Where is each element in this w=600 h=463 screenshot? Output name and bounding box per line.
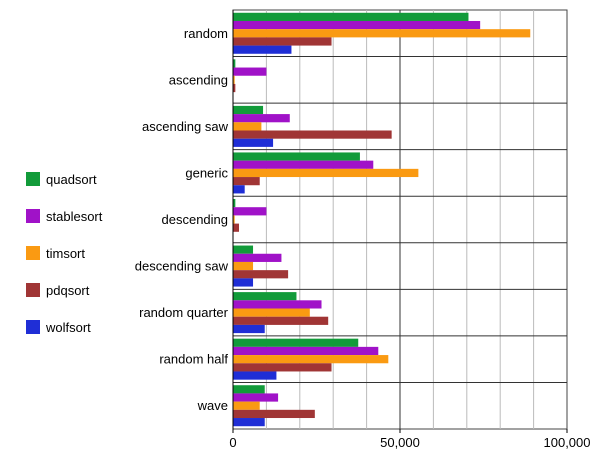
bar-timsort-random-quarter	[233, 308, 310, 317]
legend-label-wolfsort: wolfsort	[45, 320, 91, 335]
category-label-random-quarter: random quarter	[139, 305, 229, 320]
category-labels: random ascending ascending saw generic desce…	[135, 26, 229, 413]
category-label-ascending: ascending	[169, 72, 228, 87]
legend-label-pdqsort: pdqsort	[46, 283, 90, 298]
bar-stablesort-random-half	[233, 346, 379, 356]
bar-pdqsort-generic	[233, 177, 260, 186]
bar-quadsort-ascending	[233, 59, 236, 68]
bar-pdqsort-random	[233, 37, 332, 46]
legend: quadsort stablesort timsort pdqsort wolfsort	[26, 172, 103, 335]
category-label-wave: wave	[197, 398, 228, 413]
bar-wolfsort-generic	[233, 185, 245, 194]
legend-swatch-stablesort	[26, 209, 40, 223]
bar-pdqsort-wave	[233, 409, 315, 419]
x-tick-label-0: 0	[229, 435, 236, 450]
bar-timsort-generic	[233, 168, 419, 178]
category-label-generic: generic	[185, 165, 228, 180]
bar-quadsort-ascending-saw	[233, 105, 264, 115]
bar-wolfsort-wave	[233, 418, 265, 427]
bar-stablesort-wave	[233, 393, 279, 402]
bar-stablesort-random	[233, 20, 481, 30]
legend-label-quadsort: quadsort	[46, 172, 97, 187]
category-label-descending: descending	[162, 212, 229, 227]
bar-pdqsort-descending	[233, 223, 240, 232]
x-tick-labels: 0 50,000 100,000	[229, 435, 590, 450]
category-label-random-half: random half	[159, 352, 228, 367]
bar-wolfsort-random-quarter	[233, 324, 265, 334]
bar-stablesort-descending-saw	[233, 253, 282, 262]
bar-wolfsort-random-half	[233, 371, 277, 380]
category-label-descending-saw: descending saw	[135, 259, 229, 274]
bar-stablesort-generic	[233, 160, 374, 169]
x-tick-label-2: 100,000	[544, 435, 591, 450]
bar-timsort-descending	[233, 215, 235, 224]
bar-timsort-descending-saw	[233, 261, 254, 271]
bar-quadsort-random	[233, 12, 469, 21]
legend-swatch-pdqsort	[26, 283, 40, 297]
bar-quadsort-random-quarter	[233, 292, 297, 301]
axes	[232, 10, 568, 433]
bar-pdqsort-descending-saw	[233, 270, 289, 279]
bar-series	[233, 12, 531, 427]
legend-swatch-timsort	[26, 246, 40, 260]
bar-stablesort-ascending-saw	[233, 114, 290, 123]
bar-timsort-ascending-saw	[233, 122, 262, 131]
legend-label-timsort: timsort	[46, 246, 85, 261]
bar-quadsort-wave	[233, 385, 265, 394]
bar-stablesort-ascending	[233, 67, 267, 76]
x-tick-label-1: 50,000	[380, 435, 420, 450]
bar-wolfsort-descending-saw	[233, 278, 254, 287]
bar-wolfsort-ascending-saw	[233, 138, 274, 147]
legend-label-stablesort: stablesort	[46, 209, 103, 224]
bar-timsort-random	[233, 29, 531, 38]
bar-timsort-wave	[233, 401, 260, 410]
legend-swatch-quadsort	[26, 172, 40, 186]
bar-pdqsort-ascending	[233, 83, 236, 93]
bar-timsort-random-half	[233, 355, 389, 364]
legend-swatch-wolfsort	[26, 320, 40, 334]
bar-pdqsort-ascending-saw	[233, 130, 392, 139]
bar-quadsort-descending	[233, 199, 236, 208]
bar-quadsort-random-half	[233, 338, 359, 347]
category-label-random: random	[184, 26, 228, 41]
bar-stablesort-random-quarter	[233, 300, 322, 309]
bar-timsort-ascending	[233, 75, 235, 84]
bar-quadsort-generic	[233, 152, 360, 161]
bar-pdqsort-random-half	[233, 363, 332, 372]
bar-pdqsort-random-quarter	[233, 316, 329, 325]
bar-stablesort-descending	[233, 207, 267, 216]
category-label-ascending-saw: ascending saw	[142, 119, 229, 134]
bar-wolfsort-random	[233, 45, 292, 54]
bar-quadsort-descending-saw	[233, 245, 254, 254]
